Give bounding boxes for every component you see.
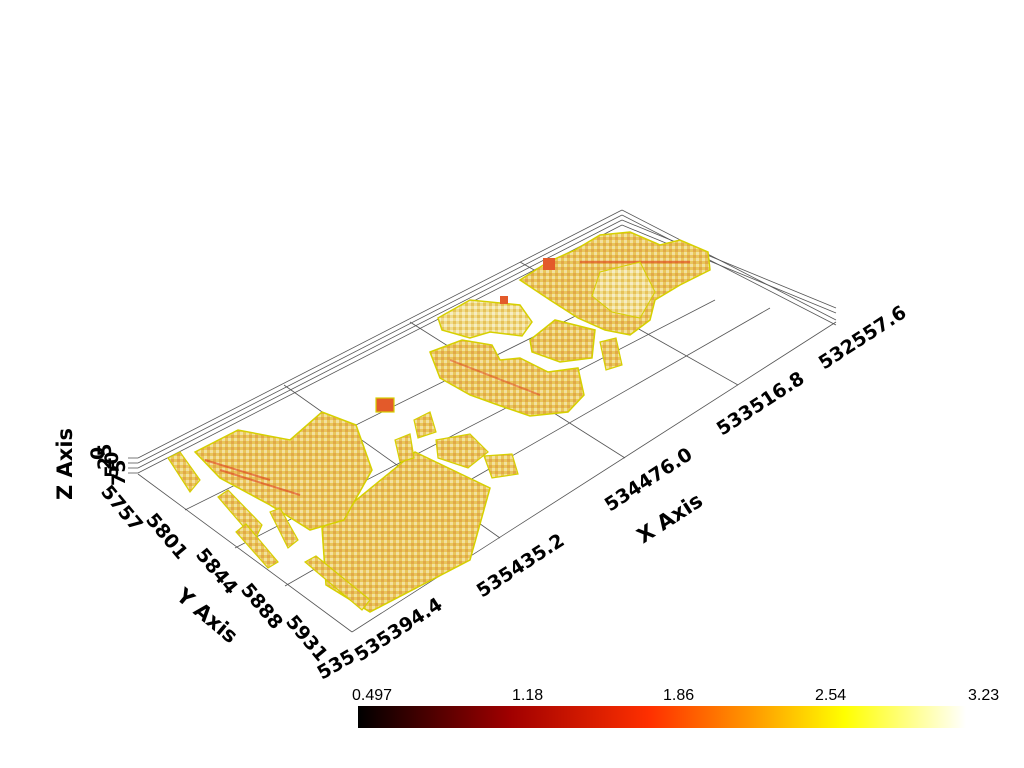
- z-tick-label: 25: [94, 444, 116, 470]
- voxel-cluster-small-2: [217, 489, 263, 542]
- colorbar-tick-label: 1.86: [663, 687, 694, 704]
- y-tick-label: 5844: [191, 544, 242, 599]
- x-tick-label: 535435.2: [473, 529, 569, 602]
- colorbar-tick-label: 3.23: [968, 687, 999, 704]
- x-tick-label: 532557.6: [815, 301, 911, 374]
- y-tick-label: 5757: [96, 481, 147, 536]
- voxel-cluster-small-8: [435, 433, 489, 469]
- z-axis-title: Z Axis: [53, 428, 77, 500]
- y-tick-label: 5801: [141, 509, 192, 564]
- x-tick-label: 533516.8: [713, 367, 809, 440]
- y-tick-label: 5888: [236, 579, 287, 634]
- voxel-cluster-small-10: [599, 337, 623, 371]
- z-tick-label: 50: [101, 452, 123, 478]
- z-tick-label: 75: [108, 460, 130, 486]
- voxel-cluster-small-7: [413, 411, 437, 439]
- voxel-cluster-small-3: [235, 523, 279, 569]
- y-tick-label: 5931: [281, 611, 332, 666]
- voxel-cluster-mid: [193, 411, 373, 531]
- colorbar-tick-label: 2.54: [815, 687, 846, 704]
- voxel-cluster-small-6: [394, 433, 415, 463]
- voxel-cluster-small-9: [483, 453, 519, 479]
- voxel-cluster-small-5: [303, 555, 371, 611]
- x-axis-title: X Axis: [633, 488, 707, 548]
- z-tick-label: 0: [87, 447, 109, 460]
- colorbar-tick-label: 0.497: [352, 687, 392, 704]
- voxel-cluster-upper-mid: [437, 299, 533, 339]
- z-axis: 0 25 50 75 Z Axis: [53, 428, 130, 500]
- voxel-cluster-center: [429, 339, 585, 417]
- voxel-cluster-small-4: [269, 507, 299, 549]
- colorbar-gradient: [358, 706, 966, 728]
- colorbar-tick-label: 1.18: [512, 687, 543, 704]
- voxel-cluster-small-1: [167, 451, 201, 494]
- colorbar: 0.497 1.18 1.86 2.54 3.23: [352, 687, 999, 728]
- voxel-cluster-right-mid: [529, 319, 596, 363]
- voxel-cluster-large: [321, 451, 491, 613]
- volume-render: [167, 231, 711, 613]
